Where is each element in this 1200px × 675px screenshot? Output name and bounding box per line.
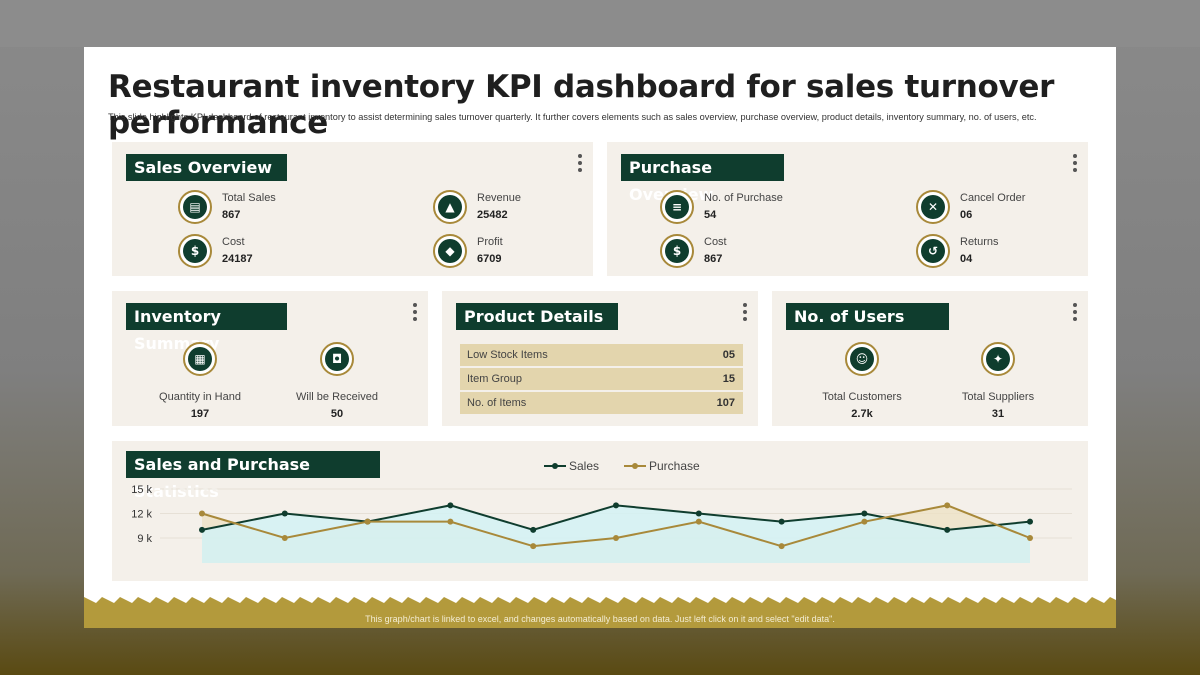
footer-note: This graph/chart is linked to excel, and… [365, 614, 835, 624]
row-label: Low Stock Items [467, 349, 548, 361]
data-point-sales [861, 510, 868, 517]
data-point-sales [778, 518, 785, 525]
legend-label-purchase: Purchase [649, 459, 700, 473]
torn-edge-decoration [84, 597, 1116, 607]
kpi-value: 54 [704, 209, 717, 221]
data-point-purchase [364, 518, 371, 525]
kpi-value: 867 [222, 209, 241, 221]
background-top [0, 0, 1200, 47]
kpi-value: 06 [960, 209, 973, 221]
kpi-label: Total Suppliers [961, 391, 1035, 403]
footer-bar [84, 605, 1116, 628]
data-point-purchase [447, 518, 454, 525]
kpi-value: 04 [960, 253, 973, 265]
more-options-icon[interactable] [1072, 303, 1078, 323]
more-options-icon[interactable] [742, 303, 748, 323]
customers-icon: ☺ [845, 342, 879, 376]
data-point-sales [281, 510, 288, 517]
y-tick-label: 9 k [137, 533, 152, 545]
product-row-no-of-items: No. of Items 107 [460, 392, 743, 414]
product-row-low-stock: Low Stock Items 05 [460, 344, 743, 366]
data-point-purchase [861, 518, 868, 525]
kpi-label: Total Customers [822, 391, 902, 403]
dollar-icon: $ [178, 234, 212, 268]
users-panel: No. of Users ☺ Total Customers 2.7k ✦ To… [772, 291, 1088, 426]
sales-overview-panel: Sales Overview ▤ Total Sales 867 ▲ Reven… [112, 142, 593, 276]
cash-register-icon: ▤ [178, 190, 212, 224]
data-point-purchase [281, 535, 288, 541]
data-point-purchase [530, 543, 537, 550]
kpi-value: 50 [330, 408, 344, 420]
product-details-title: Product Details [456, 303, 618, 330]
row-label: No. of Items [467, 397, 527, 409]
more-options-icon[interactable] [412, 303, 418, 323]
product-details-panel: Product Details Low Stock Items 05 Item … [442, 291, 758, 426]
more-options-icon[interactable] [1072, 154, 1078, 174]
kpi-value: 25482 [477, 209, 508, 221]
kpi-label: Will be Received [296, 391, 378, 403]
y-tick-label: 15 k [131, 484, 152, 496]
line-chart: 15 k 12 k 9 k Sales Purchase [131, 459, 1072, 563]
kpi-value: 24187 [222, 253, 253, 265]
row-value: 05 [722, 349, 735, 361]
row-label: Item Group [467, 373, 523, 385]
legend-marker-purchase [632, 463, 638, 469]
delivery-box-icon: ◘ [320, 342, 354, 376]
inventory-summary-panel: Inventory Summary ▦ Quantity in Hand 197… [112, 291, 428, 426]
data-point-purchase [199, 510, 205, 517]
users-title: No. of Users [786, 303, 949, 330]
kpi-value: 31 [991, 408, 1005, 420]
kpi-label: Total Sales [222, 192, 276, 204]
data-point-purchase [1027, 535, 1033, 541]
data-point-sales [530, 526, 537, 533]
growth-chart-icon: ▲ [433, 190, 467, 224]
legend-marker-sales [552, 463, 558, 469]
dollar-icon: $ [660, 234, 694, 268]
sales-overview-title: Sales Overview [126, 154, 287, 181]
more-options-icon[interactable] [577, 154, 583, 174]
kpi-label: Quantity in Hand [159, 391, 241, 403]
kpi-value: 6709 [477, 253, 502, 265]
suppliers-icon: ✦ [981, 342, 1015, 376]
boxes-icon: ▦ [183, 342, 217, 376]
data-point-purchase [613, 535, 619, 541]
slide: Restaurant inventory KPI dashboard for s… [84, 47, 1116, 628]
kpi-label: Cost [222, 236, 245, 248]
product-row-item-group: Item Group 15 [460, 368, 743, 390]
cart-cancel-icon: ✕ [916, 190, 950, 224]
kpi-value: 2.7k [851, 408, 873, 420]
data-point-sales [1027, 518, 1033, 525]
statistics-title: Sales and Purchase Statistics [126, 451, 380, 501]
kpi-label: Cancel Order [960, 192, 1026, 204]
inventory-summary-title: Inventory Summary [126, 303, 287, 353]
data-point-sales [944, 526, 951, 533]
data-point-sales [199, 526, 205, 533]
purchase-overview-panel: Purchase Overview ≡ No. of Purchase 54 ✕… [607, 142, 1088, 276]
purchase-overview-title: Purchase Overview [621, 154, 784, 204]
data-point-purchase [944, 502, 951, 509]
row-value: 15 [722, 373, 735, 385]
data-point-purchase [695, 518, 702, 525]
page-title: Restaurant inventory KPI dashboard for s… [108, 69, 1055, 141]
kpi-label: Cost [704, 236, 727, 248]
statistics-panel: Sales and Purchase Statistics 15 k 12 k 9 … [112, 441, 1088, 581]
money-bag-icon: ◆ [433, 234, 467, 268]
y-tick-label: 12 k [131, 509, 152, 521]
data-point-sales [695, 510, 702, 517]
kpi-value: 197 [190, 408, 210, 420]
invoice-icon: ≡ [660, 190, 694, 224]
series-area-sales [202, 505, 1030, 563]
return-box-icon: ↺ [916, 234, 950, 268]
data-point-sales [613, 502, 619, 509]
kpi-label: Profit [477, 236, 503, 248]
kpi-label: Revenue [477, 192, 522, 204]
kpi-label: Returns [960, 236, 999, 248]
data-point-purchase [778, 543, 785, 550]
data-point-sales [447, 502, 454, 509]
kpi-value: 867 [704, 253, 723, 265]
page-subtitle: This slide highlights KPI dashboard of r… [108, 112, 1037, 122]
kpi-label: No. of Purchase [704, 192, 783, 204]
row-value: 107 [716, 397, 735, 409]
legend-label-sales: Sales [569, 459, 599, 473]
